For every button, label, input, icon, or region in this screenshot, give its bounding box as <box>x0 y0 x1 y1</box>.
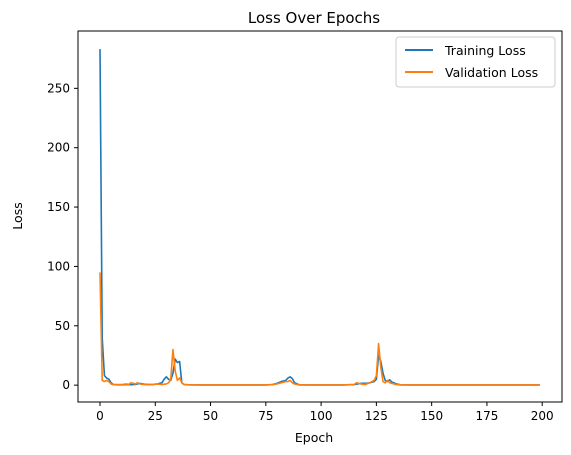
y-tick-label: 50 <box>55 319 70 333</box>
plot-area <box>77 30 563 403</box>
legend: Training Loss Validation Loss <box>395 36 556 88</box>
x-tick-label: 200 <box>531 409 554 423</box>
x-tick-label: 25 <box>148 409 163 423</box>
y-tick-label: 0 <box>62 378 70 392</box>
series-layer <box>99 49 540 386</box>
x-tick-label: 50 <box>203 409 218 423</box>
x-tick-label: 125 <box>365 409 388 423</box>
chart-title: Loss Over Epochs <box>248 9 380 27</box>
y-axis-ticks: 0 50 100 150 200 250 <box>47 81 78 392</box>
y-tick-label: 150 <box>47 200 70 214</box>
y-tick-label: 200 <box>47 141 70 155</box>
x-axis-ticks: 0 25 50 75 100 125 150 175 200 <box>96 402 554 423</box>
x-tick-label: 150 <box>420 409 443 423</box>
x-tick-label: 75 <box>258 409 273 423</box>
x-tick-label: 175 <box>475 409 498 423</box>
legend-label-validation: Validation Loss <box>445 65 538 80</box>
y-axis-label: Loss <box>10 202 25 229</box>
plot-frame <box>77 30 563 403</box>
y-tick-label: 250 <box>47 81 70 95</box>
legend-box <box>395 36 556 88</box>
legend-label-training: Training Loss <box>444 43 526 58</box>
x-tick-label: 100 <box>310 409 333 423</box>
series-line-validation-loss <box>99 272 540 386</box>
x-tick-label: 0 <box>96 409 104 423</box>
y-tick-label: 100 <box>47 259 70 273</box>
x-axis-label: Epoch <box>295 430 333 445</box>
